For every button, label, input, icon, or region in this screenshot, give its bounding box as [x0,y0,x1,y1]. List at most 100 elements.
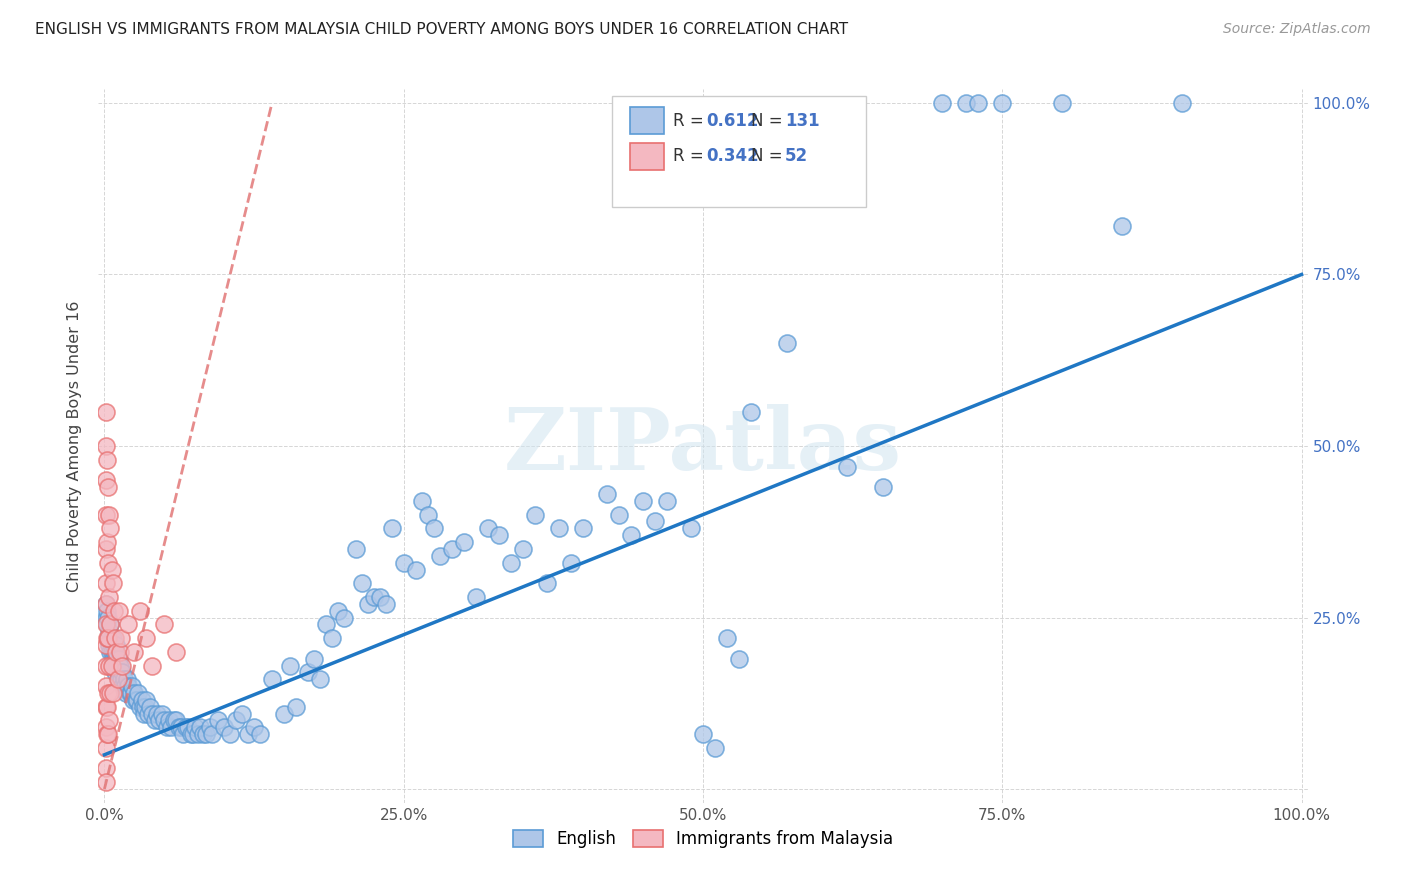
Point [94,508,117,522]
Point [98,624,121,639]
Point [94,405,117,419]
Point [184,720,207,734]
Point [187,727,209,741]
Point [225,714,247,728]
Point [97,556,120,570]
Point [278,658,301,673]
Point [835,459,858,474]
Point [422,521,444,535]
Point [129,699,152,714]
Point [560,556,582,570]
Text: N =: N = [751,147,789,165]
Point [198,720,221,734]
Point [381,521,404,535]
Text: Source: ZipAtlas.com: Source: ZipAtlas.com [1223,22,1371,37]
Point [132,706,155,721]
Point [309,673,332,687]
Point [101,651,124,665]
Point [357,597,380,611]
Point [350,576,373,591]
Point [411,494,433,508]
Point [488,528,510,542]
Text: 0.612: 0.612 [707,112,759,129]
Point [207,714,229,728]
Point [96,604,118,618]
Point [103,658,125,673]
Point [991,95,1014,110]
Point [94,597,117,611]
Legend: English, Immigrants from Malaysia: English, Immigrants from Malaysia [506,823,900,855]
Point [429,549,451,563]
Point [111,665,134,680]
Point [135,631,157,645]
Point [655,494,678,508]
Point [174,720,197,734]
Point [94,775,117,789]
Point [315,617,337,632]
Point [107,658,129,673]
Point [96,452,118,467]
Point [139,699,162,714]
Point [100,562,122,576]
Point [94,576,117,591]
Point [98,508,121,522]
FancyBboxPatch shape [613,96,866,207]
Point [167,720,190,734]
Point [120,686,142,700]
Point [195,727,218,741]
Point [111,658,134,673]
Point [110,631,132,645]
Point [165,714,187,728]
Text: 52: 52 [785,147,808,165]
Point [121,679,143,693]
Point [134,699,156,714]
Point [212,720,235,734]
Point [100,631,122,645]
Point [94,597,117,611]
Point [94,473,117,487]
Point [607,508,630,522]
Text: R =: R = [672,147,709,165]
Point [177,720,200,734]
Point [302,651,325,665]
Point [104,631,127,645]
Point [453,535,475,549]
Point [117,617,139,632]
Point [131,693,153,707]
Point [98,590,121,604]
Point [156,720,179,734]
Point [872,480,894,494]
Point [524,508,547,522]
Point [243,720,266,734]
Point [284,699,307,714]
Point [94,617,117,632]
Point [118,686,141,700]
Point [124,645,146,659]
Point [97,480,120,494]
Point [96,727,118,741]
Point [97,631,120,645]
Point [1050,95,1073,110]
Point [150,706,173,721]
Point [160,720,183,734]
Point [620,528,643,542]
Point [108,658,131,673]
Point [117,679,139,693]
Point [165,645,187,659]
Point [273,706,295,721]
Point [108,665,131,680]
Point [94,638,117,652]
Point [98,714,121,728]
Point [440,541,463,556]
Point [103,645,125,659]
Point [112,673,135,687]
Point [153,617,176,632]
FancyBboxPatch shape [630,107,664,134]
Point [374,597,396,611]
Point [124,686,146,700]
Point [148,714,170,728]
Text: N =: N = [751,112,789,129]
Point [170,720,193,734]
Point [716,631,738,645]
Point [512,541,534,556]
